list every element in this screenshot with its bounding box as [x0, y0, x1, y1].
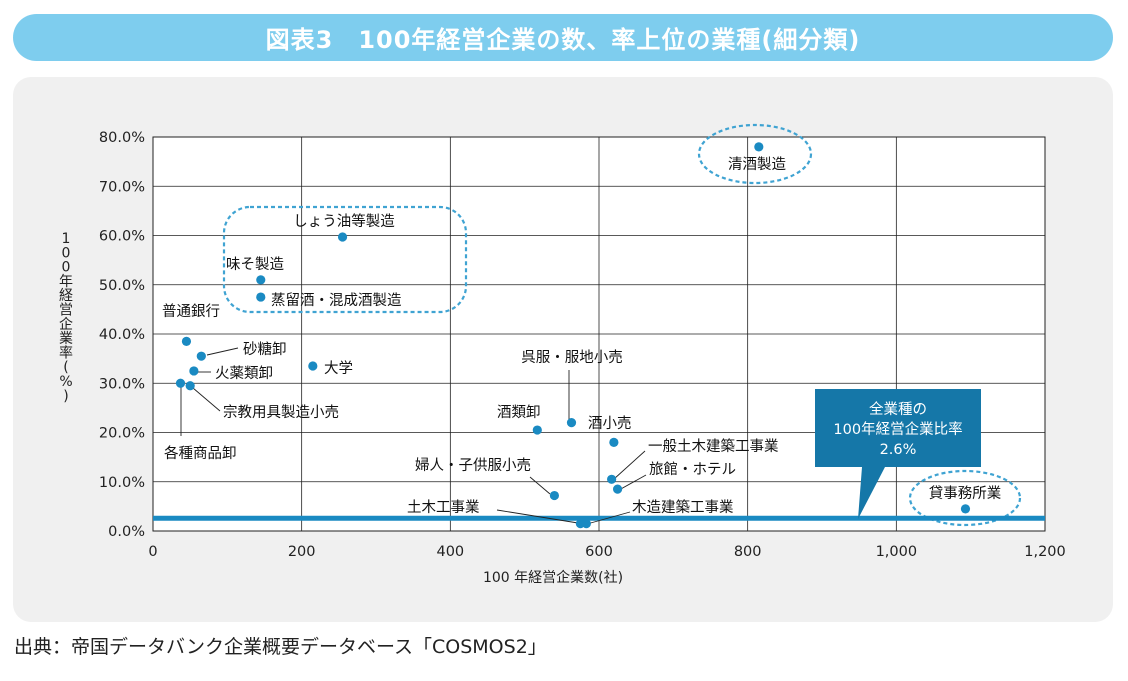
- data-point: [607, 474, 617, 484]
- highlight-office-rental: [908, 469, 1022, 527]
- y-tick-label: 50.0%: [99, 278, 145, 294]
- y-tick-label: 0.0%: [108, 524, 145, 540]
- y-tick-label: 40.0%: [99, 327, 145, 343]
- point-label: 婦人・子供服小売: [415, 457, 531, 474]
- x-tick-label: 600: [585, 544, 613, 560]
- callout-box: 全業種の 100年経営企業比率 2.6%: [815, 389, 981, 519]
- leader-line: [496, 509, 579, 524]
- point-label: 宗教用具製造小売: [223, 404, 339, 421]
- point-label: 火薬類卸: [215, 365, 273, 382]
- data-point: [308, 361, 318, 371]
- x-tick-label: 800: [734, 544, 762, 560]
- tick-labels: 0.0% 10.0% 20.0% 30.0% 40.0% 50.0% 60.0% 70.0% 8…: [99, 130, 1066, 560]
- point-label: 旅館・ホテル: [649, 461, 736, 478]
- y-tick-label: 30.0%: [99, 376, 145, 392]
- point-label: 清酒製造: [728, 156, 786, 173]
- y-tick-label: 60.0%: [99, 229, 145, 245]
- data-point: [609, 437, 619, 447]
- point-label: 土木工事業: [407, 499, 480, 516]
- point-label: 味そ製造: [226, 256, 284, 273]
- highlight-seasoning-group: [222, 205, 468, 314]
- data-point: [549, 490, 560, 501]
- highlight-sake: [697, 123, 813, 185]
- point-label: 木造建築工事業: [632, 498, 734, 516]
- leader-line: [529, 476, 551, 495]
- x-tick-label: 0: [148, 544, 157, 560]
- callout-text: 全業種の: [869, 400, 927, 418]
- grid-lines: [152, 136, 1046, 532]
- point-label: 蒸留酒・混成酒製造: [271, 292, 402, 309]
- x-tick-label: 200: [288, 544, 316, 560]
- point-label: しょう油等製造: [293, 212, 395, 230]
- data-point: [256, 292, 266, 302]
- x-tick-label: 1,000: [876, 544, 918, 560]
- callout-text: 100年経営企業比率: [833, 420, 962, 438]
- leader-line: [586, 511, 631, 525]
- point-label: 酒類卸: [497, 404, 541, 421]
- y-axis-title: 1 0 0 年経営企業率(%): [59, 231, 73, 404]
- point-label: 普通銀行: [162, 303, 220, 320]
- data-point: [196, 351, 206, 361]
- data-point: [189, 366, 199, 376]
- point-label: 貸事務所業: [929, 485, 1002, 502]
- axis-titles: 100 年経営企業数(社) 1 0 0 年経営企業率(%): [59, 231, 623, 586]
- leader-lines: [180, 347, 647, 525]
- point-label: 砂糖卸: [243, 341, 287, 358]
- data-point: [256, 275, 266, 285]
- source-note: 出典：帝国データバンク企業概要データベース「COSMOS2」: [14, 636, 547, 658]
- y-tick-label: 20.0%: [99, 426, 145, 442]
- chart-title-bar: 図表3 100年経営企業の数、率上位の業種(細分類): [13, 14, 1113, 61]
- data-point: [566, 418, 577, 428]
- data-point: [337, 232, 348, 242]
- point-label: 一般土木建築工事業: [648, 437, 779, 455]
- data-point: [185, 381, 195, 391]
- data-point: [754, 142, 764, 152]
- callout-text: 2.6%: [880, 442, 917, 458]
- data-point: [960, 504, 971, 514]
- highlight-groups: [222, 123, 1022, 527]
- leader-line: [206, 347, 239, 356]
- x-tick-label: 1,200: [1024, 544, 1066, 560]
- leader-line: [618, 474, 647, 491]
- point-label: 大学: [324, 360, 353, 377]
- x-tick-label: 400: [436, 544, 464, 560]
- leader-line: [613, 450, 646, 480]
- y-tick-label: 80.0%: [99, 130, 145, 146]
- y-tick-label: 70.0%: [99, 179, 145, 195]
- leader-line: [192, 387, 221, 412]
- point-label: 酒小売: [588, 415, 632, 432]
- data-point: [175, 378, 186, 388]
- scatter-chart: 0.0% 10.0% 20.0% 30.0% 40.0% 50.0% 60.0% 70.0% 8…: [59, 123, 1066, 586]
- data-point: [532, 425, 542, 435]
- data-point: [581, 519, 591, 529]
- data-point: [181, 336, 192, 346]
- data-points: [175, 142, 971, 529]
- data-point: [612, 484, 623, 494]
- y-tick-label: 10.0%: [99, 475, 145, 491]
- x-axis-title: 100 年経営企業数(社): [483, 569, 623, 586]
- point-label: 各種商品卸: [164, 445, 237, 462]
- chart-title: 図表3 100年経営企業の数、率上位の業種(細分類): [265, 26, 861, 54]
- callout-shape: [815, 389, 981, 519]
- point-label: 呉服・服地小売: [521, 349, 623, 366]
